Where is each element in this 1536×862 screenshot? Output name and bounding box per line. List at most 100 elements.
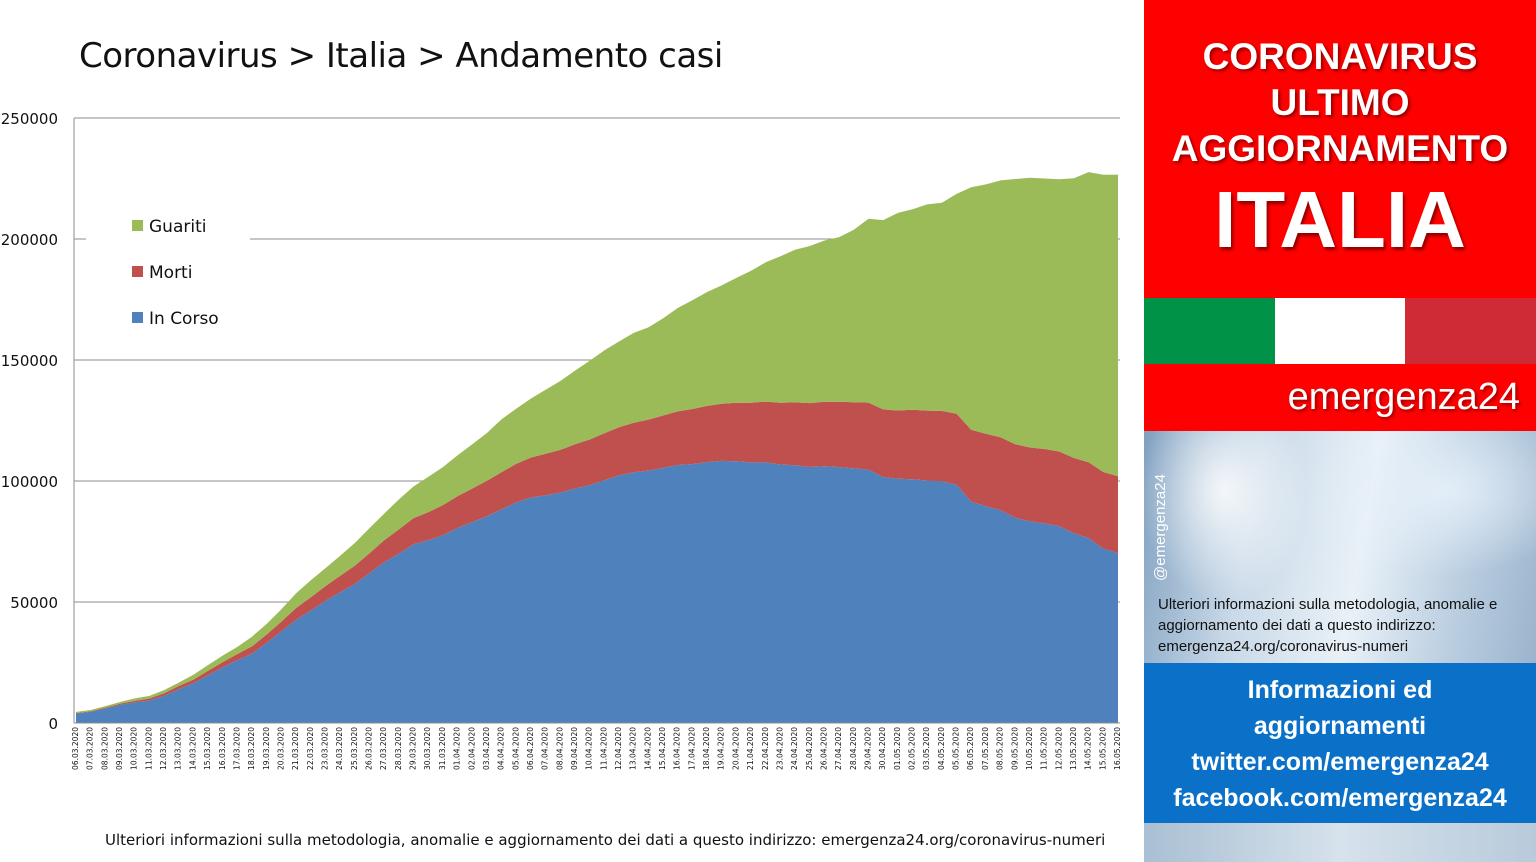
x-tick-label: 09.04.2020 — [570, 727, 579, 770]
area-series-guariti — [76, 172, 1118, 714]
x-tick-label: 03.04.2020 — [482, 727, 491, 770]
x-tick-label: 07.03.2020 — [86, 727, 95, 770]
legend-label: In Corso — [149, 309, 219, 329]
x-tick-label: 14.03.2020 — [188, 727, 197, 770]
x-tick-label: 02.05.2020 — [908, 727, 917, 770]
x-tick-label: 12.03.2020 — [159, 727, 168, 770]
x-tick-label: 15.04.2020 — [658, 727, 667, 770]
x-tick-label: 02.04.2020 — [467, 727, 476, 770]
x-tick-label: 22.03.2020 — [306, 727, 315, 770]
x-tick-label: 08.03.2020 — [100, 727, 109, 770]
flag-stripe-white — [1274, 298, 1406, 364]
x-tick-label: 26.03.2020 — [365, 727, 374, 770]
x-tick-label: 30.03.2020 — [423, 727, 432, 770]
x-tick-label: 11.03.2020 — [144, 727, 153, 770]
x-tick-label: 26.04.2020 — [819, 727, 828, 770]
x-tick-label: 06.05.2020 — [966, 727, 975, 770]
x-tick-label: 07.05.2020 — [981, 727, 990, 770]
x-tick-label: 12.05.2020 — [1054, 727, 1063, 770]
twitter-link[interactable]: twitter.com/emergenza24 — [1191, 748, 1489, 776]
x-tick-label: 04.05.2020 — [937, 727, 946, 770]
headline-box: CORONAVIRUS ULTIMO AGGIORNAMENTO ITALIA — [1144, 0, 1536, 298]
legend-box — [86, 196, 250, 341]
x-tick-label: 18.03.2020 — [247, 727, 256, 770]
x-tick-label: 20.04.2020 — [731, 727, 740, 770]
x-tick-label: 23.03.2020 — [320, 727, 329, 770]
bottom-strip — [1144, 823, 1536, 862]
headline-line: ULTIMO — [1270, 82, 1410, 123]
x-tick-label: 17.04.2020 — [687, 727, 696, 770]
headline-line: CORONAVIRUS — [1202, 36, 1478, 77]
x-tick-label: 23.04.2020 — [775, 727, 784, 770]
info-line: aggiornamenti — [1253, 712, 1427, 740]
legend-swatch — [132, 220, 143, 231]
x-tick-label: 29.04.2020 — [864, 727, 873, 770]
area-series-in-corso — [76, 460, 1118, 723]
x-tick-label: 14.04.2020 — [643, 727, 652, 770]
x-tick-label: 10.03.2020 — [130, 727, 139, 770]
footer-note: Ulteriori informazioni sulla metodologia… — [105, 831, 1106, 849]
area-chart: 0 50000 100000 150000 200000 250000 06.03.202… — [1, 110, 1122, 770]
area-series-morti — [76, 401, 1118, 714]
x-tick-label: 21.04.2020 — [746, 727, 755, 770]
y-tick-label: 100000 — [1, 473, 58, 491]
x-tick-label: 13.03.2020 — [174, 727, 183, 770]
background-photo: @emergenza24 Ulteriori informazioni sull… — [1144, 431, 1536, 663]
facebook-link[interactable]: facebook.com/emergenza24 — [1173, 784, 1507, 812]
x-tick-label: 29.03.2020 — [409, 727, 418, 770]
x-tick-label: 15.05.2020 — [1098, 727, 1107, 770]
y-tick-label: 150000 — [1, 352, 58, 370]
x-tick-label: 05.04.2020 — [511, 727, 520, 770]
x-tick-label: 10.05.2020 — [1025, 727, 1034, 770]
x-tick-label: 11.05.2020 — [1040, 727, 1049, 770]
italian-flag — [1144, 298, 1536, 364]
side-panel: CORONAVIRUS ULTIMO AGGIORNAMENTO ITALIA … — [1142, 0, 1536, 862]
x-tick-label: 22.04.2020 — [761, 727, 770, 770]
x-tick-label: 28.03.2020 — [394, 727, 403, 770]
chart-title: Coronavirus > Italia > Andamento casi — [79, 36, 723, 76]
flag-stripe-green — [1144, 298, 1275, 364]
x-tick-label: 10.04.2020 — [585, 727, 594, 770]
x-tick-label: 06.04.2020 — [526, 727, 535, 770]
headline-line: AGGIORNAMENTO — [1171, 128, 1509, 169]
x-tick-label: 14.05.2020 — [1084, 727, 1093, 770]
country-label: ITALIA — [1214, 175, 1466, 264]
x-tick-label: 11.04.2020 — [599, 727, 608, 770]
x-tick-label: 15.03.2020 — [203, 727, 212, 770]
methodology-note: Ulteriori informazioni sulla metodologia… — [1158, 596, 1498, 655]
headline: CORONAVIRUS ULTIMO AGGIORNAMENTO — [1144, 34, 1536, 172]
x-tick-label: 01.04.2020 — [453, 727, 462, 770]
x-tick-label: 27.03.2020 — [379, 727, 388, 770]
x-tick-label: 31.03.2020 — [438, 727, 447, 770]
legend-swatch — [132, 312, 143, 323]
x-tick-label: 27.04.2020 — [834, 727, 843, 770]
x-tick-label: 18.04.2020 — [702, 727, 711, 770]
y-tick-label: 250000 — [1, 110, 58, 128]
x-tick-label: 13.04.2020 — [629, 727, 638, 770]
y-tick-label: 50000 — [10, 594, 58, 612]
x-tick-label: 25.03.2020 — [350, 727, 359, 770]
x-tick-label: 07.04.2020 — [541, 727, 550, 770]
info-line: Informazioni ed — [1247, 676, 1433, 704]
x-tick-label: 09.05.2020 — [1010, 727, 1019, 770]
legend-swatch — [132, 266, 143, 277]
legend-label: Morti — [149, 263, 192, 283]
x-tick-label: 16.03.2020 — [218, 727, 227, 770]
x-tick-label: 21.03.2020 — [291, 727, 300, 770]
x-tick-label: 05.05.2020 — [952, 727, 961, 770]
brand-bar: emergenza24 — [1144, 364, 1536, 431]
x-tick-label: 17.03.2020 — [232, 727, 241, 770]
x-tick-label: 16.05.2020 — [1113, 727, 1122, 770]
info-box: Informazioni ed aggiornamenti twitter.co… — [1144, 663, 1536, 823]
brand-name: emergenza24 — [1287, 376, 1520, 418]
x-tick-label: 08.05.2020 — [996, 727, 1005, 770]
x-tick-label: 24.04.2020 — [790, 727, 799, 770]
x-tick-label: 09.03.2020 — [115, 727, 124, 770]
x-tick-label: 13.05.2020 — [1069, 727, 1078, 770]
social-handle: @emergenza24 — [1152, 474, 1169, 581]
x-tick-label: 28.04.2020 — [849, 727, 858, 770]
x-tick-label: 20.03.2020 — [276, 727, 285, 770]
x-tick-label: 19.03.2020 — [262, 727, 271, 770]
y-tick-label: 0 — [48, 715, 58, 733]
